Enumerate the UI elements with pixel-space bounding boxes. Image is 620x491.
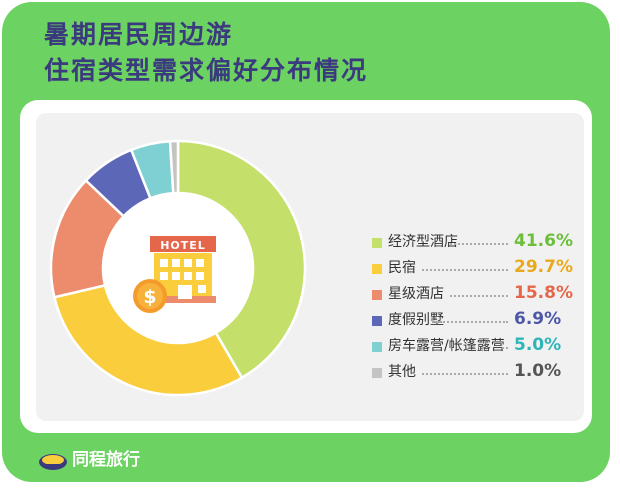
legend-item: 星级酒店 15.8%: [372, 283, 592, 304]
legend-label: 民宿: [388, 260, 416, 276]
legend-value: 41.6%: [514, 231, 573, 251]
donut-slice-5: [168, 139, 180, 195]
legend-value: 1.0%: [514, 361, 562, 381]
legend-item: 民宿 29.7%: [372, 257, 592, 278]
legend-swatch: [372, 316, 382, 326]
coin-icon: $: [133, 279, 167, 313]
legend-dots: [436, 321, 508, 323]
legend-swatch: [372, 238, 382, 248]
donut-slice-1: [52, 283, 244, 397]
legend-swatch: [372, 342, 382, 352]
legend-item: 经济型酒店 41.6%: [372, 231, 592, 252]
legend-value: 29.7%: [514, 257, 573, 277]
svg-text:$: $: [143, 286, 156, 308]
legend-swatch: [372, 368, 382, 378]
title-line-1: 暑期居民周边游: [44, 20, 234, 49]
legend-dots: [422, 269, 508, 271]
legend-item: 度假别墅 6.9%: [372, 309, 592, 330]
legend-value: 5.0%: [514, 335, 562, 355]
legend-dots: [502, 347, 508, 349]
hotel-icon: HOTEL: [150, 236, 216, 303]
legend-swatch: [372, 264, 382, 274]
legend-label: 其他: [388, 364, 416, 380]
legend-label: 度假别墅: [388, 312, 444, 328]
legend-label: 经济型酒店: [388, 234, 458, 250]
legend-value: 6.9%: [514, 309, 562, 329]
legend-label: 房车露营/帐篷露营: [388, 338, 505, 354]
legend-item: 其他 1.0%: [372, 361, 592, 382]
legend-dots: [450, 243, 508, 245]
legend-dots: [422, 373, 508, 375]
title-line-2: 住宿类型需求偏好分布情况: [44, 56, 369, 85]
legend-swatch: [372, 290, 382, 300]
donut-slice-0: [176, 139, 307, 380]
legend-label: 星级酒店: [388, 286, 444, 302]
tongcheng-logo-icon: [39, 454, 67, 470]
hotel-sign-text: HOTEL: [160, 239, 206, 252]
legend-value: 15.8%: [514, 283, 573, 303]
brand-name: 同程旅行: [72, 450, 140, 470]
legend-item: 房车露营/帐篷露营 5.0%: [372, 335, 592, 356]
legend-dots: [450, 295, 508, 297]
